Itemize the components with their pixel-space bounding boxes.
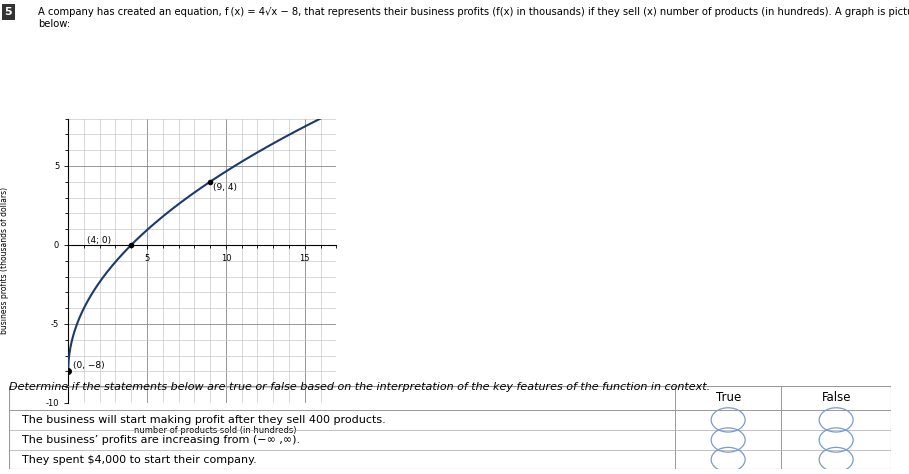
Text: Determine if the statements below are true or false based on the interpretation : Determine if the statements below are tr… [9,382,710,392]
Text: A company has created an equation, f (x) = 4√x − 8, that represents their busine: A company has created an equation, f (x)… [38,7,909,29]
X-axis label: number of products sold (in hundreds): number of products sold (in hundreds) [135,426,297,435]
Text: The business’ profits are increasing from (−∞ ,∞).: The business’ profits are increasing fro… [23,435,301,445]
Text: False: False [822,392,851,404]
Text: (4; 0): (4; 0) [87,236,111,245]
Text: The business will start making profit after they sell 400 products.: The business will start making profit af… [23,415,386,425]
Text: (0, −8): (0, −8) [73,361,105,370]
Y-axis label: business profits (thousands of dollars): business profits (thousands of dollars) [0,187,9,334]
Text: (9, 4): (9, 4) [214,182,237,191]
Text: True: True [715,392,741,404]
Text: 5: 5 [5,7,12,17]
Text: They spent $4,000 to start their company.: They spent $4,000 to start their company… [23,455,257,465]
